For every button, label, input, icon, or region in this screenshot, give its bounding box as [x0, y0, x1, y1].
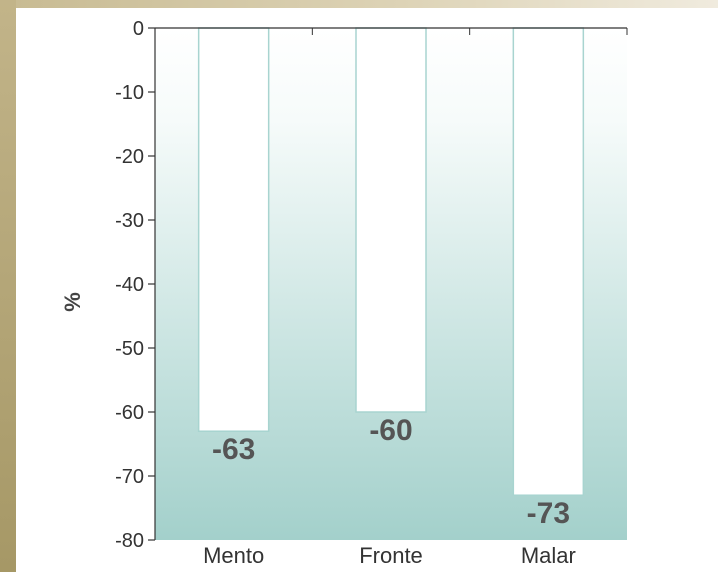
y-tick-label: -20 — [115, 146, 144, 168]
y-tick-label: -70 — [115, 466, 144, 488]
x-tick-label-malar: Malar — [521, 543, 576, 568]
left-border-stripe — [0, 0, 16, 572]
y-tick-label: -50 — [115, 338, 144, 360]
x-tick-label-fronte: Fronte — [359, 543, 423, 568]
y-tick-label: -80 — [115, 530, 144, 552]
bar-mento — [197, 27, 270, 432]
bar-fronte — [355, 27, 427, 413]
y-tick-label: 0 — [133, 18, 144, 40]
value-label-mento: -63 — [212, 433, 255, 466]
y-axis-title: % — [60, 292, 85, 312]
value-label-fronte: -60 — [369, 414, 412, 447]
y-tick-label: -40 — [115, 274, 144, 296]
x-tick-label-mento: Mento — [203, 543, 264, 568]
y-tick-label: -10 — [115, 82, 144, 104]
bar-malar — [512, 27, 585, 496]
y-tick-label: -60 — [115, 402, 144, 424]
y-tick-label: -30 — [115, 210, 144, 232]
value-label-malar: -73 — [527, 497, 570, 530]
top-border-stripe — [16, 0, 718, 8]
